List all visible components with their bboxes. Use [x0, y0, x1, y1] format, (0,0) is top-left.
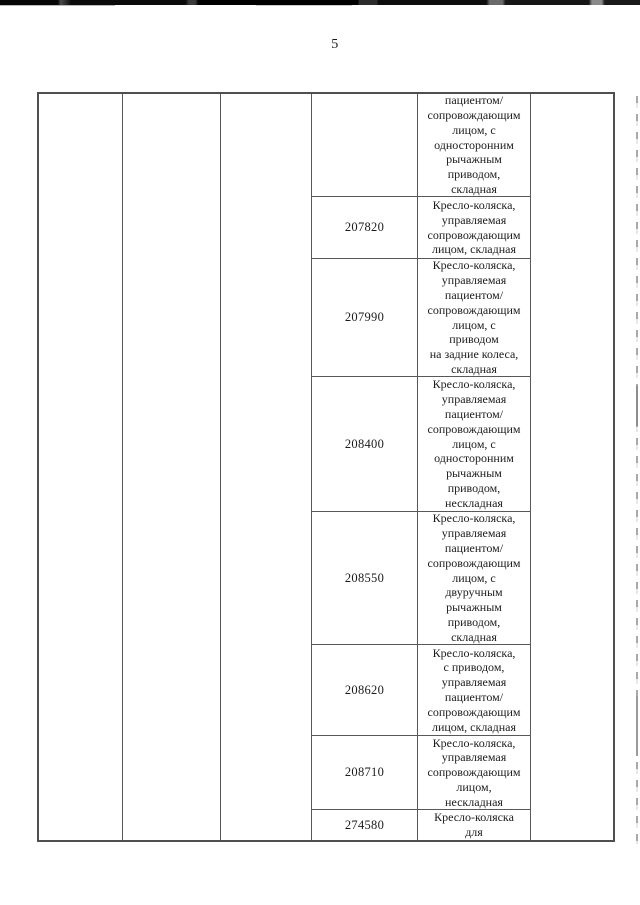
table-cell-code: 208710 — [312, 736, 418, 810]
scan-edge-artifact-right — [636, 96, 638, 844]
scan-artifact-patch — [636, 696, 638, 756]
table-cell-description: Кресло-коляска, управляемая пациентом/ с… — [418, 377, 531, 512]
table-cell-description: Кресло-коляска для — [418, 810, 531, 840]
table-cell-code: 208550 — [312, 512, 418, 645]
table-cell-empty-col1 — [39, 94, 123, 840]
table-cell-code — [312, 94, 418, 197]
scan-edge-artifact-top — [0, 0, 640, 6]
table-cell-code: 208620 — [312, 645, 418, 736]
table-cell-empty-col3 — [221, 94, 312, 840]
scan-artifact-patch — [636, 386, 638, 426]
table-cell-empty-col6 — [531, 94, 613, 840]
table-cell-empty-col2 — [123, 94, 221, 840]
table-cell-code: 274580 — [312, 810, 418, 840]
table-cell-description: Кресло-коляска, управляемая сопровождающ… — [418, 736, 531, 810]
table-cell-description: Кресло-коляска, управляемая сопровождающ… — [418, 197, 531, 259]
wheelchair-codes-table: пациентом/ сопровождающим лицом, с однос… — [37, 92, 615, 842]
table-cell-description: Кресло-коляска, с приводом, управляемая … — [418, 645, 531, 736]
table-cell-description: Кресло-коляска, управляемая пациентом/ с… — [418, 259, 531, 377]
table-cell-code: 207820 — [312, 197, 418, 259]
table-cell-code: 208400 — [312, 377, 418, 512]
table-cell-code: 207990 — [312, 259, 418, 377]
page-number: 5 — [331, 37, 339, 52]
table-cell-description: Кресло-коляска, управляемая пациентом/ с… — [418, 512, 531, 645]
table-cell-description: пациентом/ сопровождающим лицом, с однос… — [418, 94, 531, 197]
